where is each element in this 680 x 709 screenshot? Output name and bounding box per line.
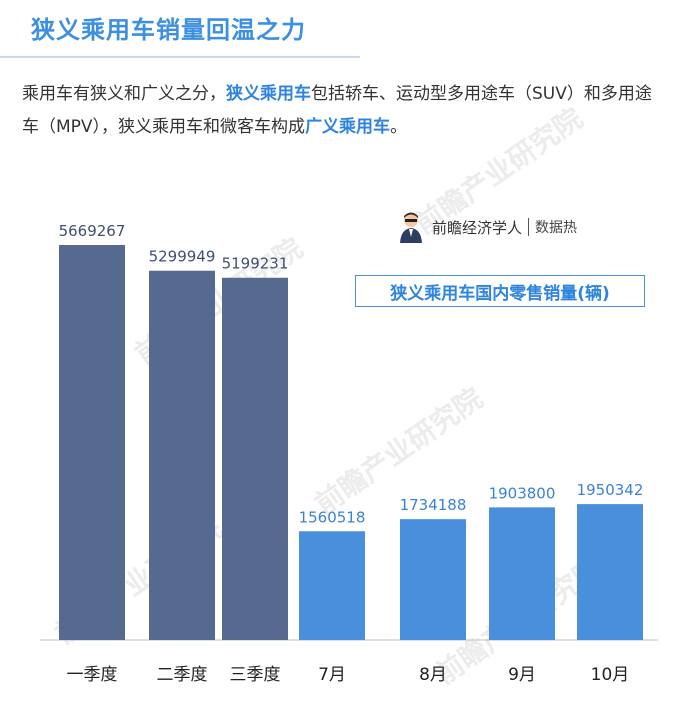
data-label: 1903800: [489, 484, 556, 502]
data-label: 5669267: [59, 222, 126, 240]
brand-name: 前瞻经济学人: [432, 218, 523, 237]
chart-title: 狭义乘用车国内零售销量(辆): [390, 283, 610, 304]
bar: [149, 270, 215, 640]
chart-title-box: 狭义乘用车国内零售销量(辆): [355, 275, 645, 307]
bar: [222, 277, 288, 640]
title-underline: [0, 56, 360, 58]
avatar-icon: [398, 211, 424, 243]
x-tick-label: 10月: [591, 665, 630, 685]
brand-subtitle: 数据热: [535, 220, 578, 236]
bar: [400, 519, 466, 640]
bar: [299, 531, 365, 640]
data-label: 1950342: [577, 481, 644, 499]
intro-highlight-broad: 广义乘用车: [305, 117, 391, 137]
x-tick-label: 一季度: [67, 665, 118, 685]
brand-badge: 前瞻经济学人 数据热: [398, 210, 577, 244]
data-label: 5199231: [222, 255, 289, 273]
bar: [577, 504, 643, 640]
data-label: 1734188: [400, 496, 467, 514]
intro-text-2: 包括轿车、运动型多用途车（SUV）和多用途车（MPV），狭义乘用车和微客车构成: [22, 84, 652, 137]
data-label: 1560518: [299, 508, 366, 526]
x-tick-label: 二季度: [157, 665, 208, 685]
data-label: 5299949: [149, 248, 216, 266]
brand-separator: [528, 218, 530, 236]
bar: [59, 245, 125, 640]
intro-highlight-narrow: 狭义乘用车: [226, 84, 311, 104]
page-title: 狭义乘用车销量回温之力: [31, 16, 306, 44]
x-tick-label: 9月: [508, 665, 536, 685]
intro-text-1: 乘用车有狭义和广义之分，: [22, 84, 226, 104]
x-tick-label: 三季度: [230, 665, 281, 685]
x-tick-label: 7月: [318, 665, 346, 685]
intro-text-3: 。: [390, 117, 408, 137]
x-tick-label: 8月: [419, 665, 447, 685]
intro-paragraph: 乘用车有狭义和广义之分，狭义乘用车包括轿车、运动型多用途车（SUV）和多用途车（…: [22, 78, 662, 144]
bar: [489, 507, 555, 640]
